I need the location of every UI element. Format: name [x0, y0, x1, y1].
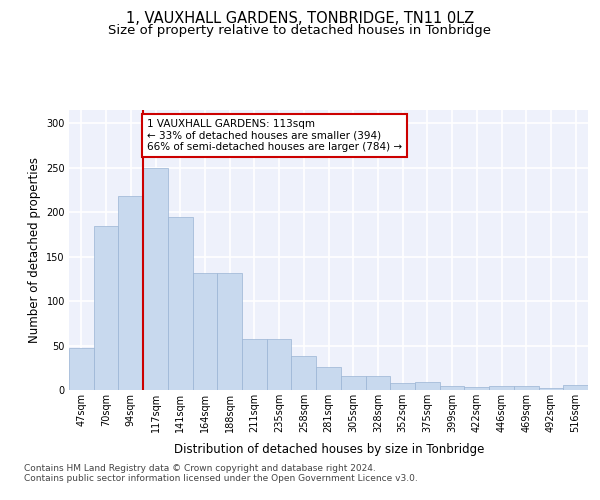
Text: 1 VAUXHALL GARDENS: 113sqm
← 33% of detached houses are smaller (394)
66% of sem: 1 VAUXHALL GARDENS: 113sqm ← 33% of deta… — [147, 119, 402, 152]
Text: 1, VAUXHALL GARDENS, TONBRIDGE, TN11 0LZ: 1, VAUXHALL GARDENS, TONBRIDGE, TN11 0LZ — [126, 11, 474, 26]
Bar — [143, 168, 168, 390]
Y-axis label: Number of detached properties: Number of detached properties — [28, 157, 41, 343]
Bar — [94, 226, 118, 390]
Text: Contains HM Land Registry data © Crown copyright and database right 2024.
Contai: Contains HM Land Registry data © Crown c… — [24, 464, 418, 483]
Bar — [341, 376, 365, 390]
Bar — [440, 386, 464, 390]
Text: Distribution of detached houses by size in Tonbridge: Distribution of detached houses by size … — [173, 442, 484, 456]
Bar — [365, 376, 390, 390]
Bar — [118, 196, 143, 390]
Bar — [390, 383, 415, 390]
Bar — [316, 367, 341, 390]
Bar — [489, 386, 514, 390]
Bar — [168, 216, 193, 390]
Bar — [539, 388, 563, 390]
Bar — [464, 388, 489, 390]
Bar — [217, 272, 242, 390]
Bar — [242, 340, 267, 390]
Bar — [69, 348, 94, 390]
Bar — [267, 340, 292, 390]
Bar — [415, 382, 440, 390]
Bar — [563, 384, 588, 390]
Bar — [514, 386, 539, 390]
Text: Size of property relative to detached houses in Tonbridge: Size of property relative to detached ho… — [109, 24, 491, 37]
Bar — [193, 272, 217, 390]
Bar — [292, 356, 316, 390]
